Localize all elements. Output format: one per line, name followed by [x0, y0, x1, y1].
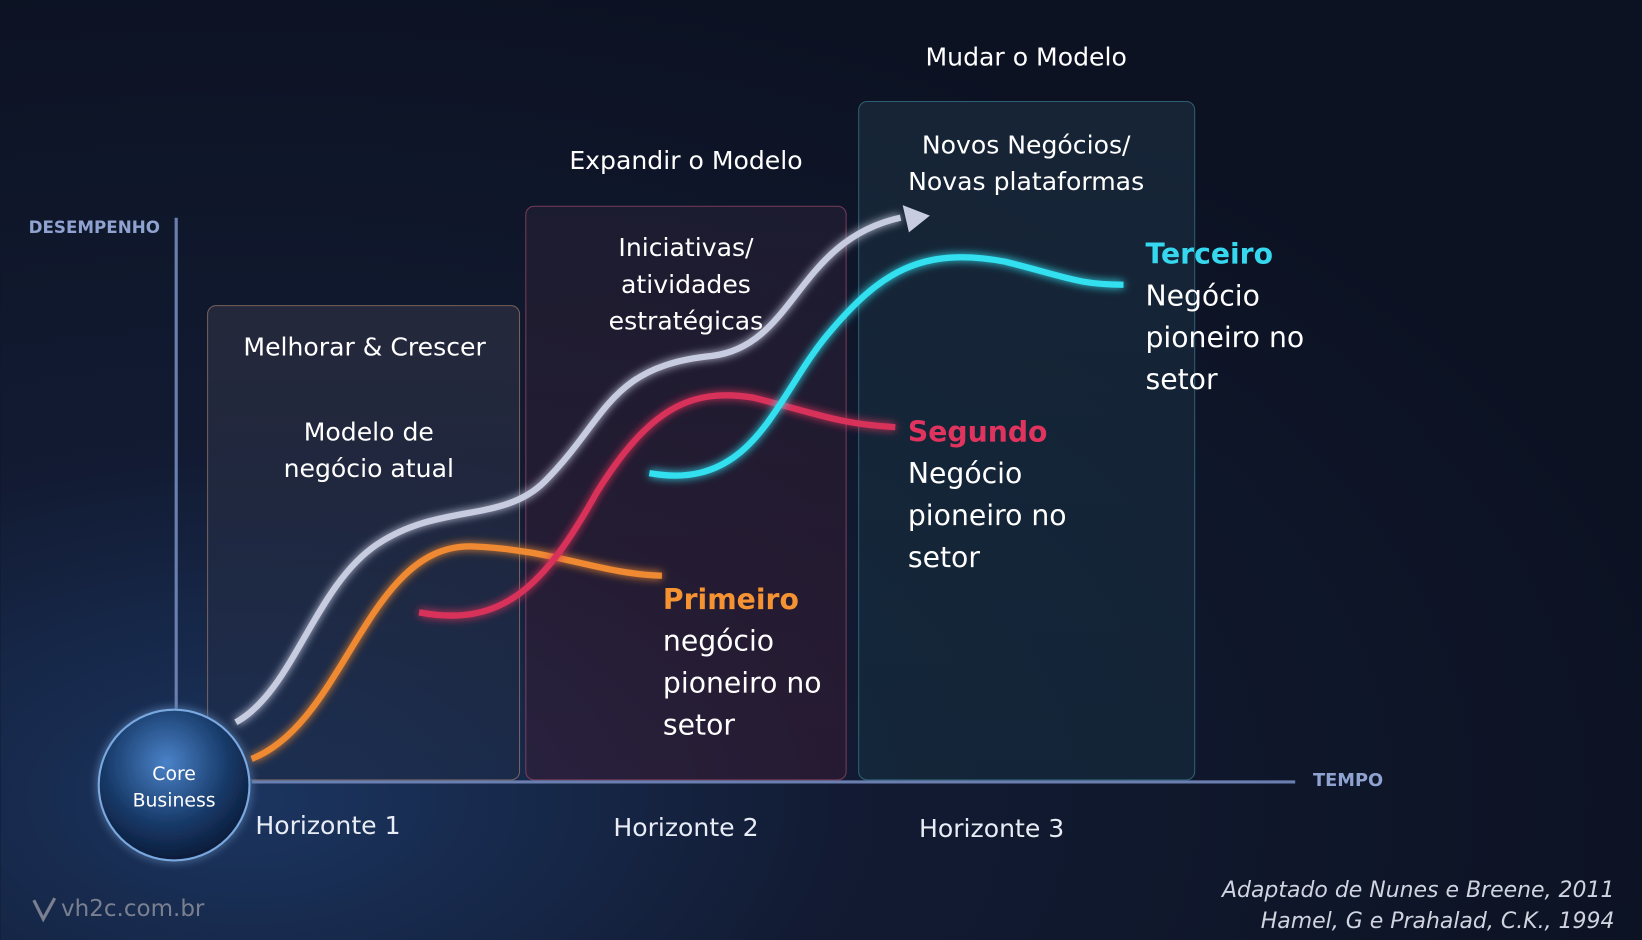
curve-body: setor — [908, 541, 980, 574]
horizon-body: Novas plataformas — [908, 167, 1144, 196]
horizon-box — [207, 305, 521, 781]
curve-body: pioneiro no — [908, 499, 1067, 532]
curve-segundo — [418, 392, 896, 619]
horizon-body: estratégicas — [609, 306, 764, 335]
curve-title: Primeiro — [663, 583, 799, 616]
curve-body: negócio — [663, 625, 774, 658]
curve-primeiro — [250, 543, 662, 762]
horizon-label: Horizonte 3 — [919, 814, 1064, 843]
horizon-body: Modelo de — [304, 417, 434, 446]
horizon-label: Horizonte 1 — [255, 811, 400, 840]
x-axis-label: TEMPO — [1313, 770, 1383, 791]
horizon-label: Horizonte 2 — [613, 813, 758, 842]
credit: Hamel, G e Prahalad, C.K., 1994 — [1261, 909, 1615, 934]
trend-curve — [234, 214, 902, 726]
labels: DESEMPENHO TEMPO Melhorar & Crescer Mode… — [29, 43, 1615, 935]
horizon-body: negócio atual — [284, 454, 454, 483]
core-sphere — [97, 708, 251, 862]
curve-title: Segundo — [908, 415, 1048, 448]
curve-body: Negócio — [908, 457, 1022, 490]
arrow-head — [902, 205, 930, 233]
curve-body: setor — [663, 708, 735, 741]
y-axis-label: DESEMPENHO — [29, 217, 160, 237]
horizon-box — [858, 101, 1196, 781]
watermark: vh2c.com.br — [61, 896, 205, 922]
watermark-logo — [32, 897, 57, 923]
horizon-title: Mudar o Modelo — [926, 43, 1127, 72]
curve-terceiro — [648, 254, 1124, 479]
credit: Adaptado de Nunes e Breene, 2011 — [1220, 878, 1614, 903]
horizon-title: Expandir o Modelo — [569, 146, 802, 175]
curve-body: Negócio — [1145, 279, 1259, 312]
curve-body: pioneiro no — [1145, 321, 1304, 354]
horizon-body: Novos Negócios/ — [922, 131, 1131, 160]
core-label: Core — [152, 764, 196, 785]
curve-title: Terceiro — [1145, 237, 1273, 270]
curve-body: pioneiro no — [663, 667, 822, 700]
curve-body: setor — [1145, 363, 1217, 396]
horizon-title: Melhorar & Crescer — [243, 333, 486, 362]
horizon-body: atividades — [621, 270, 751, 299]
horizon-body: Iniciativas/ — [618, 233, 754, 262]
core-label: Business — [133, 790, 216, 811]
